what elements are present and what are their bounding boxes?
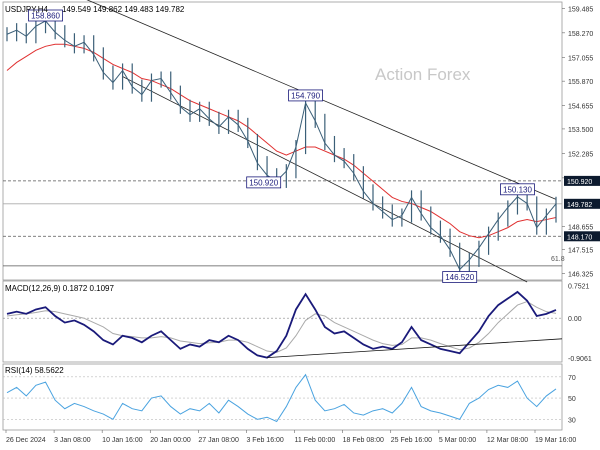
price-tag-label: 148.170 bbox=[567, 234, 592, 241]
price-annotation-box bbox=[28, 9, 63, 22]
upper-channel-line bbox=[86, 0, 557, 200]
macd-axis-label: 0.7521 bbox=[568, 283, 590, 290]
macd-trendline bbox=[267, 338, 563, 359]
price-tag-box bbox=[564, 198, 600, 209]
watermark-group: Action Forex bbox=[375, 65, 471, 84]
time-axis-label: 26 Dec 2024 bbox=[6, 437, 46, 444]
rsi-label: RSI(14) 58.5622 bbox=[5, 366, 64, 375]
price-line bbox=[6, 20, 557, 271]
price-annotation-label: 158.860 bbox=[31, 12, 60, 21]
price-axis-label: 158.270 bbox=[568, 31, 593, 38]
price-tag-box bbox=[564, 175, 600, 186]
time-axis-label: 10 Jan 16:00 bbox=[102, 437, 143, 444]
price-axis-label: 146.325 bbox=[568, 271, 593, 278]
price-tag-label: 150.920 bbox=[567, 179, 592, 186]
price-annotation-label: 154.790 bbox=[291, 91, 320, 100]
axes-group: 159.485 158.270 157.055 155.870 154.655 153.5… bbox=[5, 6, 600, 444]
time-axis-label: 27 Jan 08:00 bbox=[198, 437, 239, 444]
price-axis-label: 159.485 bbox=[568, 6, 593, 13]
time-axis-label: 5 Mar 00:00 bbox=[439, 437, 476, 444]
ohlc-label: 149.549 149.862 149.483 149.782 bbox=[62, 5, 185, 14]
price-annotation-box bbox=[442, 271, 478, 283]
rsi-axis-label: 70 bbox=[568, 375, 576, 382]
moving-average-line bbox=[6, 43, 557, 239]
macd-axis-label: -0.9061 bbox=[568, 356, 592, 363]
price-panel: 158.860 154.790 150.920 150.130 146.520 bbox=[3, 0, 562, 283]
macd-label: MACD(12,26,9) 0.1872 0.1097 bbox=[5, 284, 115, 293]
lower-channel-line bbox=[122, 76, 528, 283]
rsi-axis-label: 50 bbox=[568, 396, 576, 403]
watermark: Action Forex bbox=[375, 65, 471, 84]
price-tag-label: 149.782 bbox=[567, 202, 592, 209]
time-axis-label: 18 Feb 08:00 bbox=[343, 437, 384, 444]
price-annotation-label: 146.520 bbox=[445, 273, 474, 282]
time-axis-label: 3 Feb 16:00 bbox=[246, 437, 283, 444]
panel-frames bbox=[2, 1, 563, 431]
time-axis-label: 19 Mar 16:00 bbox=[535, 437, 576, 444]
symbol-label: USDJPY,H4 bbox=[5, 5, 49, 14]
price-axis-label: 147.515 bbox=[568, 247, 593, 254]
macd-axis-label: 0.00 bbox=[568, 316, 582, 323]
price-axis-label: 157.055 bbox=[568, 55, 593, 62]
price-tag-box bbox=[564, 231, 600, 242]
price-axis-label: 154.655 bbox=[568, 104, 593, 111]
price-axis-label: 155.870 bbox=[568, 79, 593, 86]
rsi-panel bbox=[3, 373, 562, 423]
price-annotation-label: 150.130 bbox=[503, 185, 532, 194]
macd-frame bbox=[2, 280, 563, 363]
macd-line bbox=[6, 290, 557, 359]
time-axis-label: 20 Jan 00:00 bbox=[150, 437, 191, 444]
time-axis-label: 3 Jan 08:00 bbox=[54, 437, 91, 444]
header-labels: USDJPY,H4 149.549 149.862 149.483 149.78… bbox=[5, 5, 565, 375]
price-axis-label: 148.655 bbox=[568, 225, 593, 232]
price-annotation-box bbox=[500, 183, 535, 196]
macd-panel bbox=[3, 290, 563, 359]
fib-label: 61.8 bbox=[551, 256, 565, 263]
rsi-frame bbox=[2, 363, 563, 431]
rsi-axis-label: 30 bbox=[568, 417, 576, 424]
time-axis-label: 12 Mar 08:00 bbox=[487, 437, 528, 444]
price-annotation-box bbox=[246, 176, 282, 189]
price-frame bbox=[2, 1, 563, 281]
time-axis-label: 25 Feb 16:00 bbox=[391, 437, 432, 444]
price-annotation-box bbox=[288, 89, 323, 102]
price-annotation-label: 150.920 bbox=[249, 178, 278, 187]
time-axis-label: 11 Feb 00:00 bbox=[295, 437, 336, 444]
price-axis-label: 152.285 bbox=[568, 151, 593, 158]
rsi-line bbox=[6, 373, 557, 423]
price-axis-label: 153.500 bbox=[568, 127, 593, 134]
